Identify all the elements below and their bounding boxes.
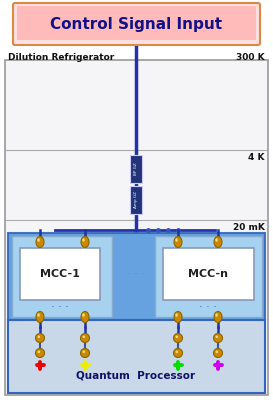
- Text: MCC-1: MCC-1: [40, 269, 80, 279]
- Ellipse shape: [215, 313, 218, 317]
- Ellipse shape: [214, 236, 222, 248]
- Text: 300 K: 300 K: [236, 52, 265, 62]
- Circle shape: [213, 334, 222, 342]
- Bar: [12, 236, 112, 317]
- Circle shape: [81, 348, 90, 358]
- Text: Quantum  Processor: Quantum Processor: [76, 370, 195, 380]
- Circle shape: [82, 336, 85, 338]
- Text: BP GZ: BP GZ: [134, 163, 138, 175]
- Bar: [5, 60, 268, 395]
- Ellipse shape: [175, 238, 178, 242]
- Text: · · ·: · · ·: [199, 302, 217, 312]
- Text: Amp GZ: Amp GZ: [134, 192, 138, 208]
- Circle shape: [176, 350, 178, 353]
- Circle shape: [174, 348, 182, 358]
- Circle shape: [35, 334, 44, 342]
- Text: · · ·: · · ·: [51, 302, 69, 312]
- Ellipse shape: [81, 312, 89, 322]
- Circle shape: [37, 336, 40, 338]
- Text: 4 K: 4 K: [248, 153, 265, 162]
- FancyBboxPatch shape: [17, 6, 256, 40]
- Ellipse shape: [36, 236, 44, 248]
- Bar: [155, 236, 262, 317]
- Circle shape: [215, 336, 218, 338]
- Bar: [130, 155, 142, 183]
- Ellipse shape: [214, 312, 222, 322]
- Text: · · ·: · · ·: [127, 269, 145, 279]
- Ellipse shape: [36, 312, 44, 322]
- Text: 20 mK: 20 mK: [233, 223, 265, 232]
- Circle shape: [37, 350, 40, 353]
- Ellipse shape: [175, 313, 178, 317]
- Bar: [8, 233, 265, 320]
- Circle shape: [82, 350, 85, 353]
- Ellipse shape: [37, 313, 40, 317]
- Bar: [130, 186, 142, 214]
- Ellipse shape: [37, 238, 40, 242]
- Text: MCC-n: MCC-n: [188, 269, 228, 279]
- Bar: [163, 248, 254, 300]
- Text: Control Signal Input: Control Signal Input: [50, 18, 222, 32]
- FancyBboxPatch shape: [13, 3, 260, 45]
- Bar: [20, 248, 100, 300]
- Circle shape: [174, 334, 182, 342]
- Ellipse shape: [215, 238, 218, 242]
- Bar: [8, 320, 265, 393]
- Ellipse shape: [174, 236, 182, 248]
- Circle shape: [81, 334, 90, 342]
- Circle shape: [215, 350, 218, 353]
- Ellipse shape: [82, 238, 85, 242]
- Ellipse shape: [82, 313, 85, 317]
- Circle shape: [176, 336, 178, 338]
- Text: Dilution Refrigerator: Dilution Refrigerator: [8, 52, 114, 62]
- Circle shape: [35, 348, 44, 358]
- Circle shape: [213, 348, 222, 358]
- Ellipse shape: [174, 312, 182, 322]
- Ellipse shape: [81, 236, 89, 248]
